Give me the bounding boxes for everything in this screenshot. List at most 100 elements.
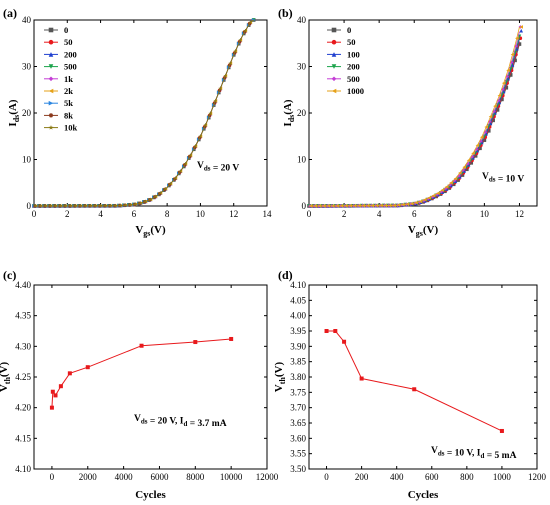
data-point bbox=[383, 203, 388, 208]
data-point bbox=[409, 201, 414, 206]
y-axis-label: Ids(A) bbox=[282, 99, 296, 126]
data-point bbox=[223, 73, 228, 78]
x-tick-label: 0 bbox=[50, 472, 55, 482]
x-tick-label: 2 bbox=[65, 209, 70, 219]
y-tick-label: 3.65 bbox=[290, 418, 306, 428]
y-tick-label: 0 bbox=[27, 201, 32, 211]
data-point bbox=[49, 405, 54, 410]
data-point bbox=[474, 147, 479, 152]
data-point bbox=[228, 61, 233, 65]
data-point bbox=[495, 108, 500, 112]
y-tick-label: 3.80 bbox=[290, 372, 306, 382]
data-point bbox=[466, 158, 471, 163]
data-point bbox=[173, 176, 178, 180]
data-point bbox=[488, 114, 493, 119]
data-point bbox=[352, 203, 357, 208]
x-tick-label: 0 bbox=[324, 472, 329, 482]
data-point bbox=[500, 97, 504, 102]
data-point bbox=[461, 168, 466, 172]
x-tick-label: 1200 bbox=[528, 472, 547, 482]
data-point bbox=[493, 104, 497, 108]
x-axis-label: Vgs(V) bbox=[408, 224, 439, 238]
legend-marker bbox=[331, 76, 337, 82]
data-point bbox=[243, 28, 248, 33]
panel-b: 0 2 4 6 8 10 12 0 10 20 30 40 Vgs(V) Ids(A) 0 50 100 200 5… bbox=[282, 15, 538, 238]
data-point bbox=[88, 203, 93, 208]
data-point bbox=[38, 204, 43, 208]
data-point bbox=[514, 44, 518, 48]
data-point bbox=[430, 194, 435, 199]
x-tick-label: 6 bbox=[412, 209, 417, 219]
x-tick-label: 4 bbox=[98, 209, 103, 219]
data-point bbox=[67, 371, 72, 376]
plot-frame bbox=[308, 284, 538, 470]
y-tick-label: 3.90 bbox=[290, 341, 306, 351]
data-point bbox=[208, 111, 213, 116]
data-point bbox=[439, 189, 444, 194]
y-axis-label: Vth(V) bbox=[0, 361, 12, 392]
data-point bbox=[163, 186, 168, 191]
data-point bbox=[43, 203, 48, 208]
panel-c: 0 2000 4000 6000 8000 10000 12000 4.10 4.15 4.20 4… bbox=[0, 280, 279, 501]
data-point bbox=[78, 203, 83, 208]
legend-label: 0 bbox=[347, 25, 351, 35]
data-point bbox=[517, 42, 522, 46]
data-point bbox=[188, 153, 193, 157]
legend-label: 500 bbox=[347, 74, 360, 84]
y-tick-label: 3.60 bbox=[290, 433, 306, 443]
y-tick-label: 3.50 bbox=[290, 464, 306, 474]
data-point bbox=[218, 86, 223, 90]
y-tick-label: 30 bbox=[297, 62, 307, 72]
data-point bbox=[229, 336, 234, 341]
data-point bbox=[73, 203, 78, 208]
x-tick-label: 0 bbox=[32, 209, 37, 219]
x-axis-label: Cycles bbox=[408, 489, 439, 501]
data-point bbox=[449, 180, 453, 185]
data-point bbox=[153, 194, 158, 199]
data-point bbox=[392, 203, 396, 208]
data-point bbox=[113, 203, 118, 208]
data-point bbox=[333, 329, 338, 333]
data-point bbox=[478, 142, 482, 147]
x-tick-label: 8 bbox=[165, 209, 170, 219]
data-point bbox=[313, 204, 317, 208]
data-point bbox=[473, 154, 478, 158]
legend-marker bbox=[48, 52, 54, 57]
y-tick-label: 4.05 bbox=[290, 295, 306, 305]
series-line bbox=[51, 338, 232, 408]
data-point bbox=[357, 203, 361, 208]
data-point bbox=[418, 199, 423, 204]
data-point bbox=[330, 204, 335, 208]
y-tick-label: 3.70 bbox=[290, 403, 306, 413]
legend-label: 100 bbox=[347, 49, 360, 59]
data-point bbox=[504, 85, 509, 90]
data-point bbox=[68, 203, 73, 208]
legend-label: 200 bbox=[64, 49, 77, 59]
data-point bbox=[444, 185, 449, 189]
data-point bbox=[103, 203, 108, 208]
legend-marker bbox=[48, 125, 54, 130]
data-point bbox=[308, 204, 313, 208]
x-tick-label: 0 bbox=[307, 209, 312, 219]
data-point bbox=[33, 204, 38, 208]
data-point bbox=[457, 173, 461, 178]
y-tick-label: 3.75 bbox=[290, 387, 306, 397]
y-tick-label: 4.15 bbox=[15, 433, 31, 443]
legend-marker bbox=[48, 64, 54, 69]
panel-label-b: (b) bbox=[278, 6, 293, 20]
data-point bbox=[326, 204, 331, 208]
data-point bbox=[435, 192, 439, 197]
x-tick-label: 14 bbox=[263, 209, 273, 219]
legend-marker bbox=[48, 39, 54, 45]
x-tick-label: 1000 bbox=[493, 472, 512, 482]
y-tick-label: 4.25 bbox=[15, 372, 31, 382]
y-tick-label: 40 bbox=[297, 15, 307, 25]
data-point bbox=[365, 203, 370, 208]
data-point bbox=[482, 138, 487, 142]
data-point bbox=[422, 197, 427, 202]
data-point bbox=[148, 197, 153, 202]
legend-marker bbox=[48, 27, 54, 33]
panel-label-c: (c) bbox=[3, 268, 16, 282]
data-point bbox=[499, 428, 504, 433]
